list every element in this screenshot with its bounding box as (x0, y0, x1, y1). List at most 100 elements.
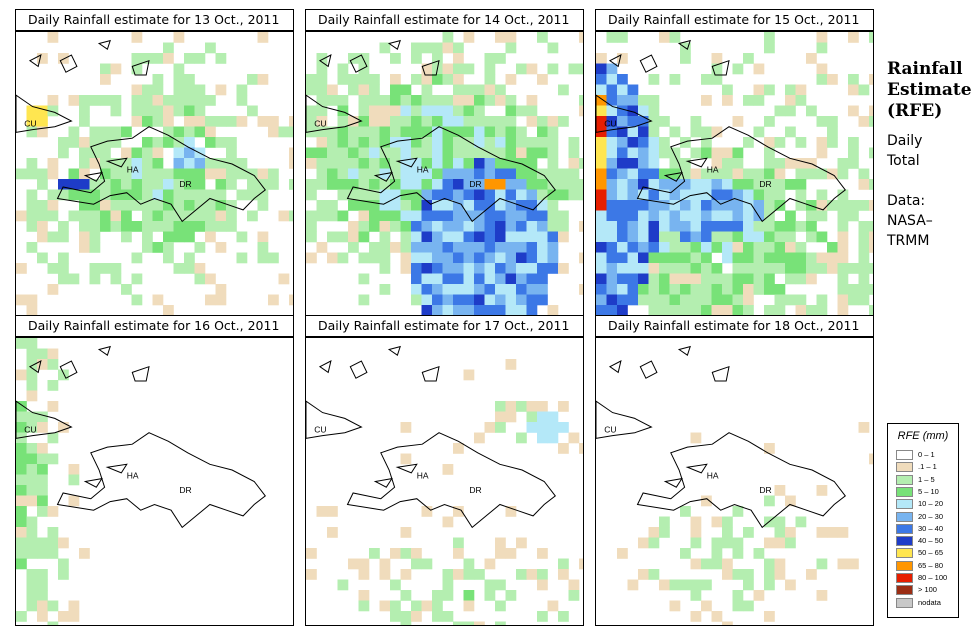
rainfall-cell (421, 210, 433, 222)
panel-title: Daily Rainfall estimate for 18 Oct., 201… (595, 315, 874, 337)
rainfall-cell (648, 242, 660, 253)
rainfall-cell (711, 548, 723, 559)
rainfall-cell (848, 84, 859, 96)
rainfall-cell (26, 548, 38, 559)
rainfall-cell (205, 42, 216, 54)
rainfall-cell (547, 210, 559, 222)
rainfall-cell (690, 590, 702, 601)
rainfall-cell (358, 158, 370, 169)
rainfall-cell (648, 105, 660, 117)
rainfall-cell (306, 252, 317, 264)
rainfall-cell (47, 453, 59, 465)
rainfall-cell (194, 126, 206, 138)
rainfall-cell (327, 231, 338, 243)
rainfall-cell (58, 273, 69, 285)
rainfall-cell (596, 95, 607, 106)
rainfall-cell (358, 210, 370, 222)
rainfall-cell (369, 84, 380, 96)
rainfall-cell (858, 252, 870, 264)
rainfall-cell (484, 252, 496, 264)
rainfall-cell (753, 548, 765, 559)
rainfall-cell (442, 516, 454, 528)
rainfall-cell (505, 305, 517, 316)
rainfall-cell (547, 126, 559, 138)
rainfall-cell (669, 147, 681, 159)
rainfall-cell (247, 168, 258, 180)
rainfall-cell (432, 600, 443, 612)
rainfall-cell (358, 252, 370, 264)
rainfall-cell (26, 126, 38, 138)
rainfall-cell (16, 338, 27, 349)
rainfall-cell (194, 53, 206, 64)
rainfall-cell (289, 116, 293, 127)
rainfall-cell (316, 105, 328, 117)
rainfall-cell (795, 179, 807, 190)
rainfall-cell (732, 252, 744, 264)
rainfall-cell (732, 231, 744, 243)
rainfall-cell (390, 221, 401, 232)
rainfall-cell (596, 305, 607, 316)
rainfall-cell (495, 263, 506, 274)
rainfall-cell (121, 200, 132, 211)
rainfall-cell (606, 63, 618, 75)
rainfall-cell (617, 548, 628, 559)
rainfall-cell (732, 305, 744, 316)
rainfall-cell (785, 273, 796, 285)
rainfall-cell (627, 200, 639, 211)
rainfall-cell (837, 189, 849, 201)
rainfall-cell (743, 579, 754, 591)
rainfall-cell (526, 158, 538, 169)
rainfall-cell (37, 464, 48, 475)
rainfall-cell (774, 137, 786, 148)
rainfall-cell (722, 558, 733, 570)
rainfall-cell (743, 137, 754, 148)
rainfall-cell (205, 137, 216, 148)
rainfall-cell (58, 263, 69, 274)
rainfall-cell (411, 611, 422, 622)
rainfall-cell (58, 179, 69, 190)
rainfall-cell (648, 284, 660, 295)
rainfall-map: CU HA DR (15, 31, 294, 320)
rainfall-cell (732, 263, 744, 274)
cuba-outline (16, 400, 73, 439)
rainfall-cell (711, 558, 723, 570)
rainfall-cell (827, 200, 838, 211)
rainfall-cell (358, 74, 370, 85)
rainfall-cell (579, 189, 583, 201)
rainfall-cell (411, 179, 422, 190)
rainfall-cell (558, 168, 569, 180)
rainfall-cell (463, 158, 475, 169)
rainfall-cell (516, 179, 527, 190)
rainfall-cell (184, 168, 195, 180)
rainfall-cell (722, 179, 733, 190)
rainfall-cell (131, 105, 143, 117)
rainfall-cell (547, 411, 559, 423)
rainfall-cell (432, 242, 443, 253)
rainfall-cell (411, 53, 422, 64)
rainfall-cell (79, 231, 90, 243)
rainfall-cell (257, 231, 269, 243)
rainfall-cell (306, 221, 317, 232)
rainfall-cell (131, 294, 143, 306)
rainfall-cell (774, 158, 786, 169)
rainfall-cell (680, 506, 691, 517)
rainfall-cell (701, 189, 712, 201)
rainfall-cell (100, 147, 111, 159)
rainfall-cell (100, 263, 111, 274)
rainfall-cell (711, 168, 723, 180)
rainfall-cell (753, 126, 765, 138)
rainfall-cell (627, 189, 639, 201)
rainfall-cell (163, 126, 174, 138)
rainfall-cell (505, 590, 517, 601)
rainfall-cell (596, 105, 607, 117)
rainfall-cell (379, 116, 391, 127)
rainfall-cell (537, 221, 548, 232)
rainfall-cell (58, 53, 69, 64)
rainfall-cell (547, 158, 559, 169)
rainfall-cell (505, 158, 517, 169)
rainfall-cell (617, 252, 628, 264)
rainfall-cell (79, 242, 90, 253)
rainfall-cell (316, 210, 328, 222)
rainfall-cell (722, 84, 733, 96)
rainfall-cell (753, 263, 765, 274)
